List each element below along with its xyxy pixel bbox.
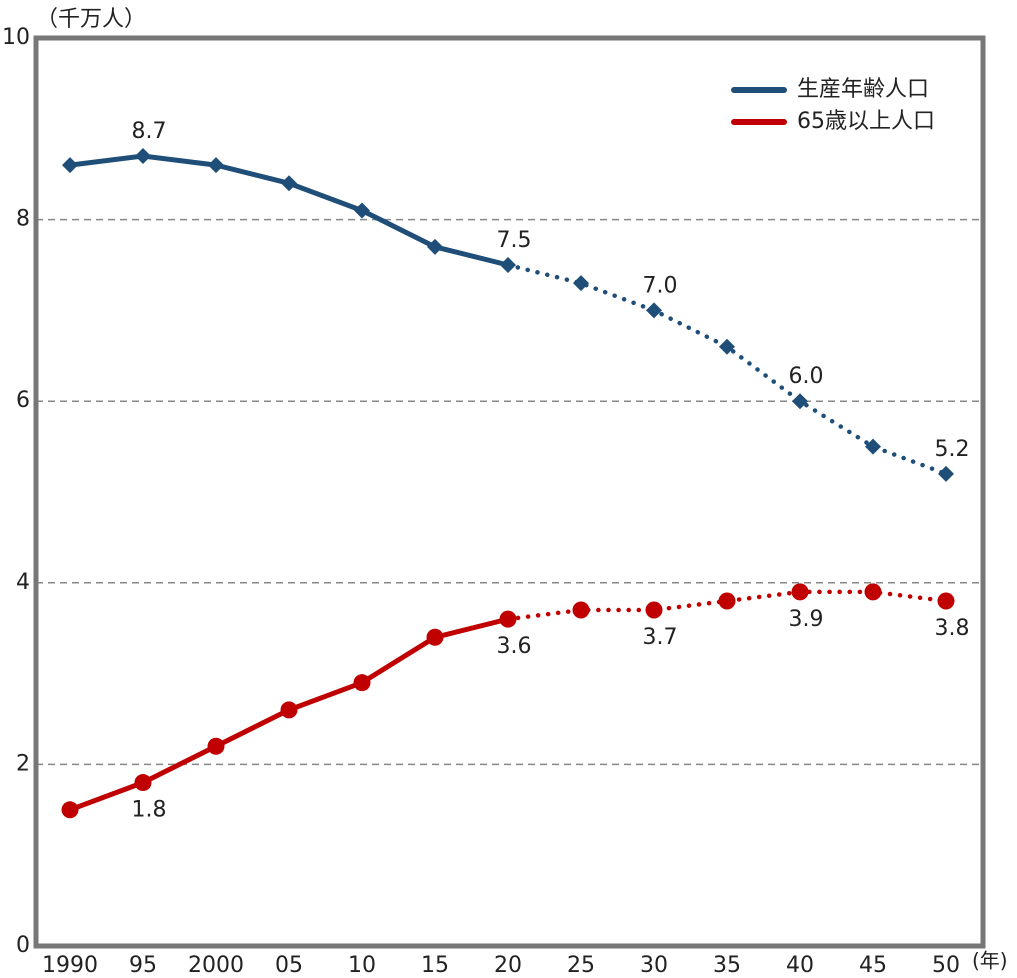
y-tick-label: 8 — [16, 207, 30, 232]
data-label: 1.8 — [132, 798, 167, 823]
x-tick-label: 35 — [713, 953, 741, 978]
marker — [792, 393, 808, 410]
x-tick-label: 05 — [275, 953, 303, 978]
marker — [937, 592, 955, 610]
y-tick-label: 10 — [2, 25, 30, 50]
data-label: 3.8 — [935, 616, 970, 641]
data-label: 5.2 — [935, 437, 970, 462]
marker — [427, 238, 443, 255]
data-label: 8.7 — [132, 119, 167, 144]
marker — [353, 674, 371, 692]
data-label: 3.6 — [497, 634, 532, 659]
data-label: 3.9 — [789, 607, 824, 632]
x-tick-label: 2000 — [188, 953, 244, 978]
marker — [646, 302, 662, 319]
x-tick-label: 1990 — [42, 953, 98, 978]
data-label: 7.5 — [497, 228, 532, 253]
marker — [500, 257, 516, 273]
x-axis-label: (年) — [972, 949, 1008, 973]
marker — [280, 701, 298, 719]
marker — [864, 583, 882, 601]
data-label: 7.0 — [643, 273, 678, 298]
marker — [499, 610, 517, 628]
marker — [61, 801, 79, 819]
marker — [573, 275, 589, 292]
x-tick-label: 95 — [129, 953, 157, 978]
y-tick-label: 4 — [16, 570, 30, 595]
x-tick-label: 20 — [494, 953, 522, 978]
data-label: 3.7 — [643, 625, 678, 650]
marker — [62, 157, 78, 174]
marker — [208, 157, 224, 174]
marker — [426, 628, 444, 646]
marker — [865, 438, 881, 455]
marker — [354, 202, 370, 219]
legend-label: 65歳以上人口 — [797, 109, 935, 134]
marker — [718, 592, 736, 610]
y-tick-label: 0 — [16, 933, 30, 958]
y-tick-label: 2 — [16, 751, 30, 776]
x-tick-label: 40 — [786, 953, 814, 978]
marker — [207, 737, 225, 755]
marker — [135, 148, 151, 165]
marker — [719, 338, 735, 355]
legend-label: 生産年齢人口 — [797, 77, 929, 102]
plot-frame — [33, 35, 986, 949]
x-tick-label: 25 — [567, 953, 595, 978]
marker — [791, 583, 809, 601]
series-line — [505, 262, 949, 477]
marker — [938, 465, 954, 482]
x-tick-label: 30 — [640, 953, 668, 978]
x-tick-label: 50 — [932, 953, 960, 978]
marker — [281, 175, 297, 192]
y-tick-label: 6 — [16, 388, 30, 413]
data-label: 6.0 — [789, 364, 824, 389]
marker — [134, 774, 152, 792]
x-tick-label: 10 — [348, 953, 376, 978]
x-tick-label: 15 — [421, 953, 449, 978]
marker — [645, 601, 663, 619]
x-tick-label: 45 — [859, 953, 887, 978]
series-line — [67, 153, 511, 268]
marker — [572, 601, 590, 619]
y-axis-label: （千万人） — [36, 7, 146, 32]
